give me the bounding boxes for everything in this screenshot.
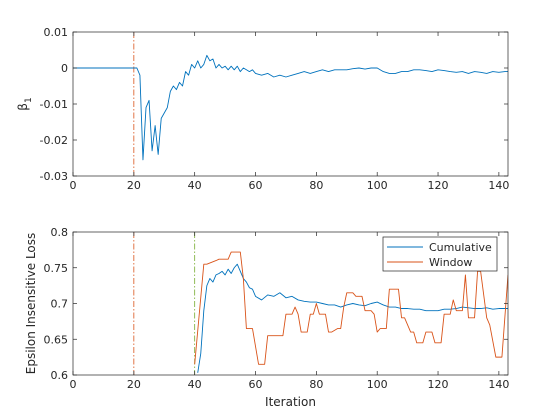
x-tick-label: 80 xyxy=(309,378,323,391)
x-tick-label: 20 xyxy=(127,378,141,391)
y-tick-label: 0.7 xyxy=(51,298,69,311)
x-axis-label: Iteration xyxy=(265,395,316,409)
legend-box xyxy=(382,236,498,272)
y-axis-label: Epsilon Insensitive Loss xyxy=(24,233,38,375)
x-tick-label: 40 xyxy=(188,179,202,192)
y-tick-label: -0.02 xyxy=(40,134,68,147)
y-tick-label: 0.65 xyxy=(44,333,69,346)
y-tick-label: 0 xyxy=(61,62,68,75)
y-axis-label: β1 xyxy=(16,97,34,110)
series-line-window xyxy=(194,251,508,365)
x-tick-label: 100 xyxy=(367,179,388,192)
y-tick-label: 0.6 xyxy=(51,369,69,382)
y-tick-label: -0.01 xyxy=(40,98,68,111)
x-tick-label: 100 xyxy=(367,378,388,391)
y-axis-label-main: β xyxy=(16,103,30,111)
y-tick-label: 0.75 xyxy=(44,262,69,275)
x-tick-label: 20 xyxy=(127,179,141,192)
legend: Cumulative Window xyxy=(382,236,498,272)
y-tick-label: 0.01 xyxy=(44,26,69,39)
x-tick-label: 140 xyxy=(488,179,509,192)
y-axis-label-subscript: 1 xyxy=(24,97,34,103)
series-line-0 xyxy=(73,54,508,161)
x-tick-label: 140 xyxy=(488,378,509,391)
x-tick-label: 120 xyxy=(428,378,449,391)
y-tick-label: -0.03 xyxy=(40,170,68,183)
legend-label-cumulative: Cumulative xyxy=(429,241,492,254)
legend-label-window: Window xyxy=(429,256,472,269)
y-axis-label-main: Epsilon Insensitive Loss xyxy=(24,233,38,375)
y-tick-label: 0.8 xyxy=(51,226,69,239)
plot-area xyxy=(73,32,508,176)
x-tick-label: 0 xyxy=(70,179,77,192)
x-tick-label: 60 xyxy=(249,179,263,192)
x-tick-label: 120 xyxy=(428,179,449,192)
series-line-cumulative xyxy=(197,263,508,373)
x-tick-label: 0 xyxy=(70,378,77,391)
x-tick-label: 80 xyxy=(309,179,323,192)
top-chart: 0 20 40 60 80 100 120 140 -0.03 -0.02 -0.01 0 0.01 β1 xyxy=(16,26,509,192)
x-tick-label: 60 xyxy=(249,378,263,391)
bottom-chart: 0 20 40 60 80 100 120 140 0.6 0.65 0.7 0.75 0.8 Epsil… xyxy=(24,226,509,409)
x-tick-label: 40 xyxy=(188,378,202,391)
